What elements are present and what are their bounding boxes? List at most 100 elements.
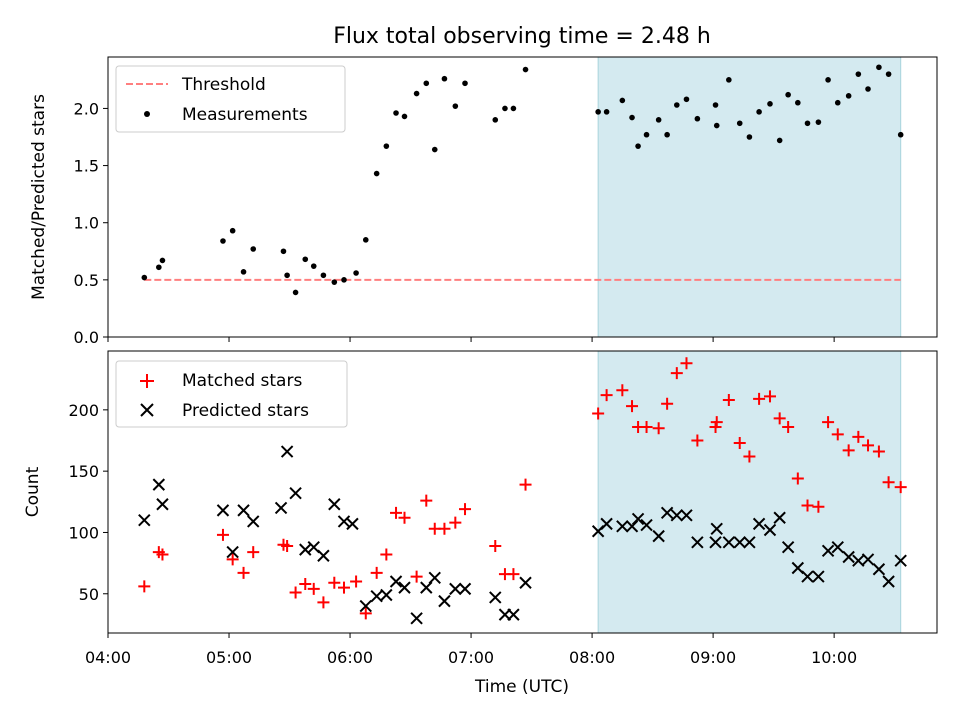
- predicted-star-point: [752, 517, 766, 531]
- x-tick-label: 09:00: [690, 648, 736, 667]
- predicted-star-point: [226, 545, 239, 559]
- matched-star-point: [753, 392, 766, 405]
- measurement-point: [423, 80, 430, 87]
- matched-star-point: [652, 422, 665, 435]
- bottom-x-ticks: 04:00 05:00 06:00 07:00 08:00 09:00 10:00: [85, 633, 857, 667]
- measurement-point: [393, 110, 399, 116]
- measurement-point: [431, 146, 438, 153]
- predicted-star-point: [389, 575, 403, 588]
- predicted-star-point: [763, 523, 777, 537]
- measurement-point: [353, 270, 359, 276]
- y-tick-label: 1.0: [74, 214, 99, 233]
- measurement-point: [441, 75, 448, 82]
- measurement-point: [310, 263, 317, 269]
- bottom-panel: 50 100 150 200 04:00 05:00 06:00 07:00 08:00 09:…: [23, 350, 938, 697]
- matched-star-point: [328, 576, 341, 589]
- matched-star-point: [773, 412, 786, 425]
- bottom-shaded-region: [597, 350, 902, 634]
- measurement-point: [683, 96, 690, 103]
- predicted-star-point: [519, 576, 532, 589]
- predicted-star-point: [709, 536, 722, 549]
- predicted-star-point: [152, 478, 166, 491]
- matched-star-point: [507, 568, 520, 581]
- predicted-star-point: [773, 511, 786, 524]
- predicted-stars-legend-label: Predicted stars: [182, 401, 309, 421]
- y-tick-label: 1.5: [74, 157, 99, 176]
- predicted-star-point: [861, 553, 875, 566]
- y-tick-label: 50: [79, 585, 99, 604]
- measurement-point: [865, 86, 871, 92]
- bottom-legend: Matched stars Predicted stars: [115, 360, 348, 428]
- chart-title: Flux total observing time = 2.48 h: [333, 24, 711, 49]
- predicted-star-point: [743, 536, 756, 549]
- predicted-star-point: [398, 581, 411, 594]
- measurement-point: [767, 101, 773, 107]
- matched-star-point: [420, 494, 433, 507]
- measurement-point: [655, 117, 662, 123]
- predicted-star-point: [781, 540, 795, 554]
- predicted-star-point: [337, 515, 351, 528]
- measurement-point: [341, 277, 347, 283]
- matched-star-point: [626, 400, 639, 413]
- predicted-star-point: [894, 554, 907, 567]
- measurement-point: [825, 77, 831, 83]
- matched-star-point: [410, 570, 423, 583]
- measurement-point: [635, 143, 641, 149]
- matched-star-point: [489, 539, 502, 552]
- measurement-point: [855, 71, 862, 77]
- y-tick-label: 100: [68, 523, 99, 542]
- predicted-stars-legend-swatch: [140, 403, 154, 417]
- y-tick-label: 0.5: [74, 271, 99, 290]
- measurement-point: [694, 115, 701, 122]
- predicted-star-point: [428, 571, 441, 585]
- predicted-star-point: [710, 522, 723, 535]
- matched-star-point: [691, 434, 704, 447]
- measurement-point: [834, 99, 841, 106]
- measurement-point: [726, 77, 732, 83]
- matched-star-point: [822, 416, 835, 429]
- measurement-point: [156, 264, 162, 271]
- measurements-legend-swatch: [144, 111, 150, 117]
- matched-star-point: [359, 607, 372, 620]
- matched-star-point: [791, 472, 804, 485]
- measurements-series: [141, 64, 904, 296]
- matched-star-point: [398, 511, 411, 524]
- matched-stars-series: [138, 357, 907, 620]
- threshold-legend-label: Threshold: [181, 75, 266, 95]
- measurement-point: [229, 227, 236, 234]
- matched-star-point: [317, 596, 330, 609]
- matched-stars-legend-label: Matched stars: [182, 371, 302, 391]
- top-y-axis-label: Matched/Predicted stars: [29, 94, 49, 300]
- measurement-point: [462, 80, 468, 87]
- matched-star-point: [156, 548, 169, 561]
- y-tick-label: 2.0: [74, 99, 99, 118]
- matched-star-point: [763, 390, 776, 403]
- measurement-point: [320, 272, 327, 279]
- predicted-star-point: [380, 588, 393, 602]
- predicted-star-point: [289, 487, 302, 500]
- x-tick-label: 10:00: [811, 648, 857, 667]
- measurements-legend-label: Measurements: [182, 105, 308, 125]
- measurement-point: [643, 131, 650, 138]
- matched-star-point: [852, 430, 865, 443]
- predicted-star-point: [631, 512, 645, 526]
- predicted-stars-series: [138, 445, 907, 625]
- measurement-point: [362, 237, 369, 243]
- predicted-star-point: [722, 536, 736, 549]
- matched-star-point: [812, 500, 825, 513]
- predicted-star-point: [652, 529, 665, 543]
- predicted-star-point: [507, 608, 520, 621]
- matched-star-point: [519, 478, 532, 491]
- x-tick-label: 07:00: [448, 648, 494, 667]
- measurement-point: [413, 90, 420, 97]
- predicted-star-point: [458, 582, 472, 596]
- matched-star-point: [710, 416, 723, 429]
- measurement-point: [713, 122, 720, 129]
- measurement-point: [383, 143, 390, 149]
- measurement-point: [876, 64, 882, 71]
- measurement-point: [159, 257, 166, 264]
- measurement-point: [401, 113, 408, 120]
- predicted-star-point: [438, 594, 451, 608]
- matched-star-point: [307, 582, 320, 595]
- matched-star-point: [842, 444, 855, 457]
